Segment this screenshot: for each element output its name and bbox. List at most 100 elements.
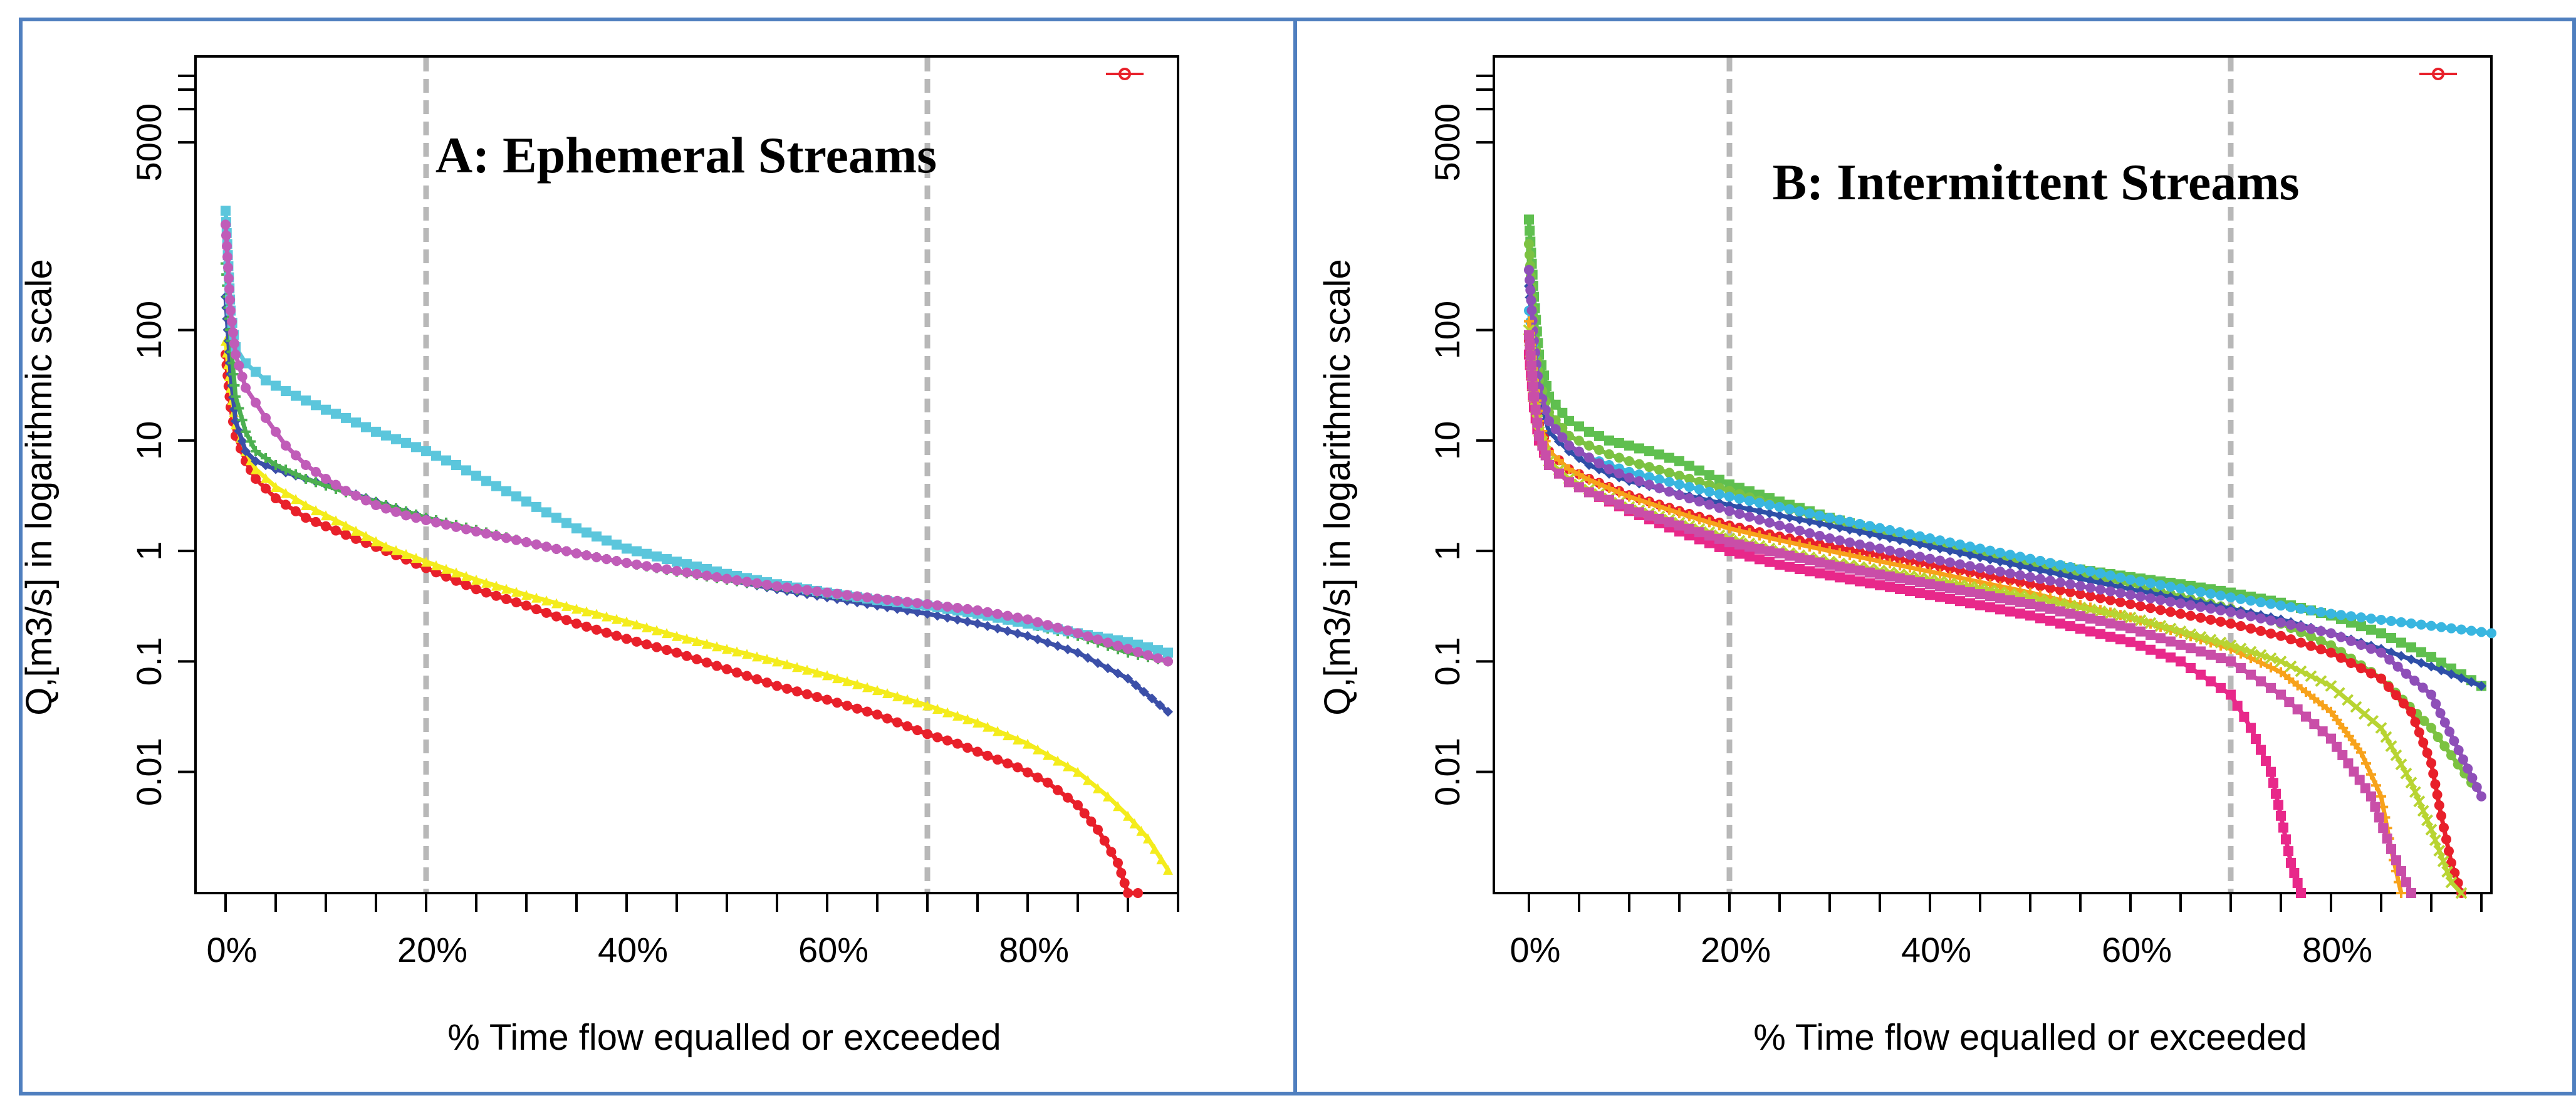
data-point [431,517,441,528]
data-point [234,403,244,414]
data-point [1975,563,1985,573]
data-point [1003,730,1013,741]
x-tick-label: 0% [1510,930,1561,970]
data-point [2276,617,2286,628]
data-point [2186,610,2196,621]
data-point [511,587,521,597]
data-point [842,590,852,600]
data-point [1063,644,1073,655]
chart-title: B: Intermittent Streams [1772,154,2299,211]
data-point [2196,646,2206,657]
data-point [1083,775,1093,785]
data-point [228,327,238,338]
data-point [1564,477,1574,488]
data-point [2306,624,2316,634]
data-point [2015,608,2025,619]
data-point [2125,599,2135,610]
data-point [1053,755,1063,766]
data-point [2316,626,2326,637]
data-point [2406,618,2416,629]
data-point [632,636,642,647]
data-point [1825,520,1835,531]
data-point [2075,589,2085,600]
data-point [2015,570,2025,580]
data-point [1915,588,1925,599]
data-point [291,469,301,479]
series-line-green [223,263,1169,664]
data-point [1143,833,1153,844]
data-point [541,595,551,606]
data-point [742,577,752,587]
data-point [1895,583,1905,594]
data-point [2435,708,2446,718]
data-point [2431,699,2441,709]
data-point [2391,690,2401,701]
y-tick-label: 100 [129,301,169,359]
data-point [2284,674,2295,684]
data-point [2356,621,2366,632]
data-point [2085,575,2095,586]
data-point [1113,640,1123,651]
data-point [2433,732,2443,743]
data-point [1147,693,1157,704]
data-point [1935,555,1945,566]
data-point [1083,652,1093,663]
data-point [571,548,581,559]
data-point [1995,581,2005,592]
data-point [2239,711,2250,722]
data-point [2146,593,2156,604]
data-point [2401,877,2411,887]
data-point [762,654,772,664]
data-point [471,574,481,585]
data-point [1885,545,1895,556]
data-point [1073,628,1083,639]
data-point [742,671,752,681]
data-point [2414,727,2424,738]
data-point [1865,521,1875,531]
data-point [2276,630,2286,641]
data-point [2005,606,2015,617]
data-point [1063,792,1073,803]
data-point [1704,530,1714,541]
data-point [2273,800,2283,810]
data-point [1103,791,1113,802]
data-point [2105,631,2115,642]
data-point [1564,464,1574,474]
data-point [702,570,712,581]
data-point [341,530,351,540]
data-point [1614,437,1624,448]
y-axis-title: Q,[m3/s] in logarithmic scale [19,259,60,715]
data-point [2439,717,2450,728]
data-point [1674,456,1684,466]
data-point [1755,554,1765,565]
data-point [1163,706,1173,717]
data-point [2115,634,2125,645]
data-point [2426,652,2436,662]
data-point [1885,525,1895,535]
data-point [1855,518,1865,529]
data-point [1995,593,2005,604]
data-point [2425,823,2438,836]
data-point [1163,656,1173,667]
data-point [1013,734,1023,745]
data-point [1965,550,1975,560]
data-point [2266,599,2276,609]
data-point [1023,630,1033,641]
data-point [2391,855,2401,865]
data-point [2085,614,2095,624]
data-point [2025,563,2035,573]
data-point [2283,846,2293,857]
data-point [2436,810,2446,821]
data-point [2015,552,2025,562]
data-point [1674,471,1684,481]
data-point [812,692,822,703]
data-point [2426,723,2436,733]
data-point [1875,550,1885,561]
data-point [2458,754,2468,765]
data-point [2296,888,2306,898]
data-point [1925,567,1935,577]
data-point [1123,637,1133,647]
data-point [261,375,271,385]
data-point [2174,625,2187,637]
data-point [652,551,662,562]
